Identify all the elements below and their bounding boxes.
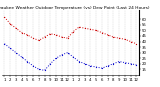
Title: Milwaukee Weather Outdoor Temperature (vs) Dew Point (Last 24 Hours): Milwaukee Weather Outdoor Temperature (v… — [0, 6, 150, 10]
